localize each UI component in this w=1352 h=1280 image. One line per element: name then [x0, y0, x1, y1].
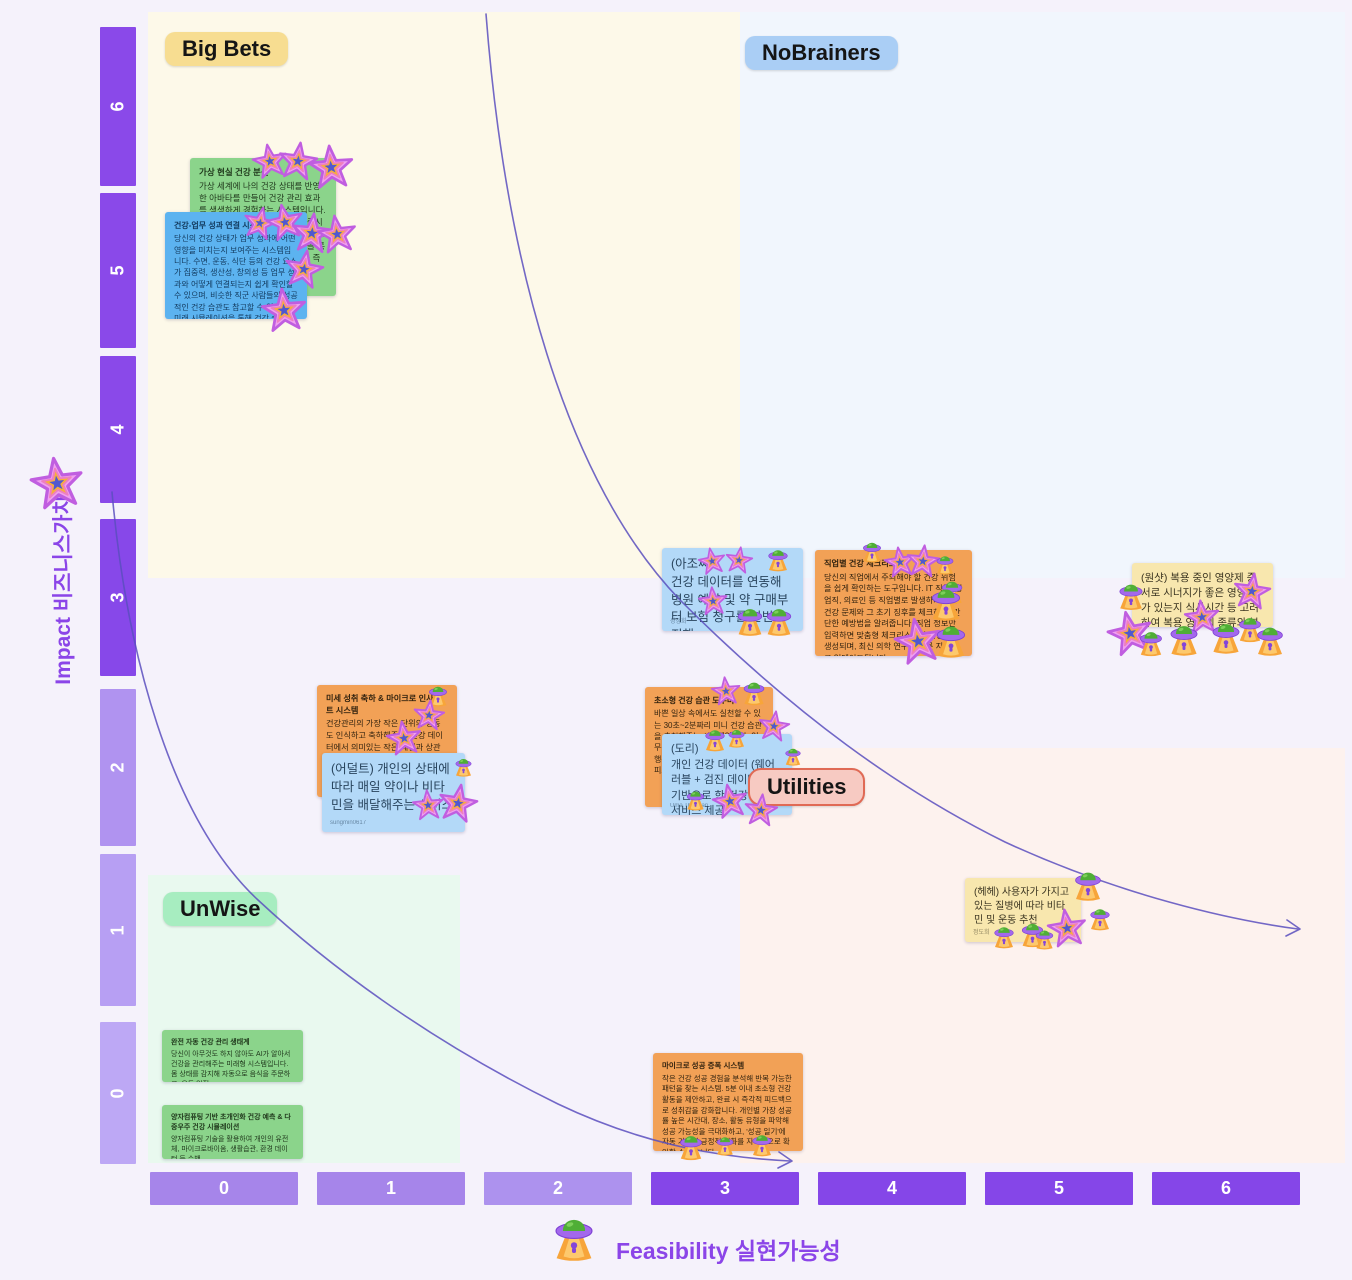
y-axis-tick-label: 3 — [107, 592, 128, 603]
quadrant-label-big-bets[interactable]: Big Bets — [165, 32, 289, 66]
y-axis-tick-6: 6 — [100, 27, 136, 186]
ufo-sticker[interactable] — [1031, 924, 1058, 951]
ufo-sticker[interactable] — [929, 616, 973, 660]
star-sticker[interactable] — [435, 780, 481, 826]
y-axis-tick-label: 0 — [107, 1087, 128, 1099]
ufo-sticker[interactable] — [712, 1131, 738, 1157]
ufo-sticker[interactable] — [989, 920, 1019, 950]
y-axis-tick-4: 4 — [100, 356, 136, 503]
quadrant-nobrainers — [740, 12, 1345, 578]
quadrant-label-unwise[interactable]: UnWise — [163, 892, 278, 926]
note-author: 성정회 — [670, 619, 687, 626]
star-sticker[interactable] — [314, 211, 359, 256]
ufo-sticker[interactable] — [747, 1128, 777, 1158]
impact-axis-icon[interactable] — [27, 453, 88, 514]
star-sticker[interactable] — [697, 585, 730, 618]
star-sticker[interactable] — [259, 285, 310, 336]
ufo-sticker[interactable] — [781, 743, 805, 767]
y-axis-tick-label: 6 — [107, 101, 128, 112]
ufo-sticker[interactable] — [1163, 616, 1205, 658]
star-sticker[interactable] — [384, 718, 425, 759]
x-axis-tick-0: 0 — [150, 1172, 298, 1205]
ufo-sticker[interactable] — [682, 785, 709, 812]
note-author: 정도희 — [973, 930, 990, 937]
note-body: 당신의 건강 상태가 업무 성과에 어떤 영향을 미치는지 보여주는 시스템입니… — [174, 234, 298, 319]
ufo-sticker[interactable] — [932, 550, 958, 576]
star-sticker[interactable] — [756, 708, 792, 744]
y-axis-tick-3: 3 — [100, 519, 136, 676]
star-sticker[interactable] — [306, 142, 356, 192]
note-title: 건강-업무 성과 연결 시스템 — [174, 221, 265, 230]
ufo-sticker[interactable] — [760, 600, 798, 638]
y-axis-tick-label: 1 — [107, 924, 128, 936]
x-axis-tick-1: 1 — [317, 1172, 465, 1205]
ufo-sticker[interactable] — [1085, 902, 1115, 932]
note-author: sungmin0617 — [330, 820, 367, 827]
ufo-sticker[interactable] — [763, 543, 793, 573]
x-axis-tick-4: 4 — [818, 1172, 966, 1205]
ufo-sticker[interactable] — [738, 675, 770, 707]
x-axis-tick-3: 3 — [651, 1172, 799, 1205]
ufo-sticker[interactable] — [674, 1128, 708, 1162]
y-axis-tick-2: 2 — [100, 689, 136, 846]
star-sticker[interactable] — [723, 544, 755, 576]
note-title: 양자컴퓨팅 기반 초개인화 건강 예측 & 다중우주 건강 시뮬레이션 — [171, 1114, 291, 1131]
x-axis-tick-2: 2 — [484, 1172, 632, 1205]
x-axis-tick-5: 5 — [985, 1172, 1133, 1205]
y-axis-label: Impact 비즈니스가치 — [52, 495, 75, 685]
x-axis-tick-6: 6 — [1152, 1172, 1300, 1205]
y-axis-tick-label: 5 — [107, 265, 128, 276]
quadrant-utilities — [740, 748, 1345, 1163]
y-axis-tick-0: 0 — [100, 1022, 136, 1164]
star-sticker[interactable] — [1231, 570, 1274, 613]
y-axis-tick-label: 4 — [107, 424, 128, 435]
ufo-sticker[interactable] — [451, 753, 476, 778]
note-body: 당신이 아무것도 하지 않아도 AI가 알아서 건강을 관리해주는 미래형 시스… — [171, 1050, 291, 1082]
x-axis-label: Feasibility 실현가능성 — [616, 1238, 841, 1264]
y-axis-tick-label: 2 — [107, 762, 128, 773]
ufo-sticker[interactable] — [1250, 618, 1290, 658]
note-title: 완전 자동 건강 관리 생태계 — [171, 1039, 250, 1046]
quadrant-label-nobrainers[interactable]: NoBrainers — [745, 36, 898, 70]
note-body: 양자컴퓨팅 기술을 활용하여 개인의 유전체, 마이크로바이옴, 생활습관, 환… — [171, 1135, 289, 1159]
y-axis-tick-5: 5 — [100, 193, 136, 348]
feasibility-axis-icon[interactable] — [545, 1206, 603, 1264]
note-title: 마이크로 성공 증폭 시스템 — [662, 1061, 745, 1070]
ufo-sticker[interactable] — [724, 724, 749, 749]
star-sticker[interactable] — [696, 545, 728, 577]
note-title: 가상 현실 건강 분신 — [199, 167, 269, 177]
y-axis-tick-1: 1 — [100, 854, 136, 1006]
star-sticker[interactable] — [742, 791, 779, 828]
ufo-sticker[interactable] — [1068, 863, 1108, 903]
